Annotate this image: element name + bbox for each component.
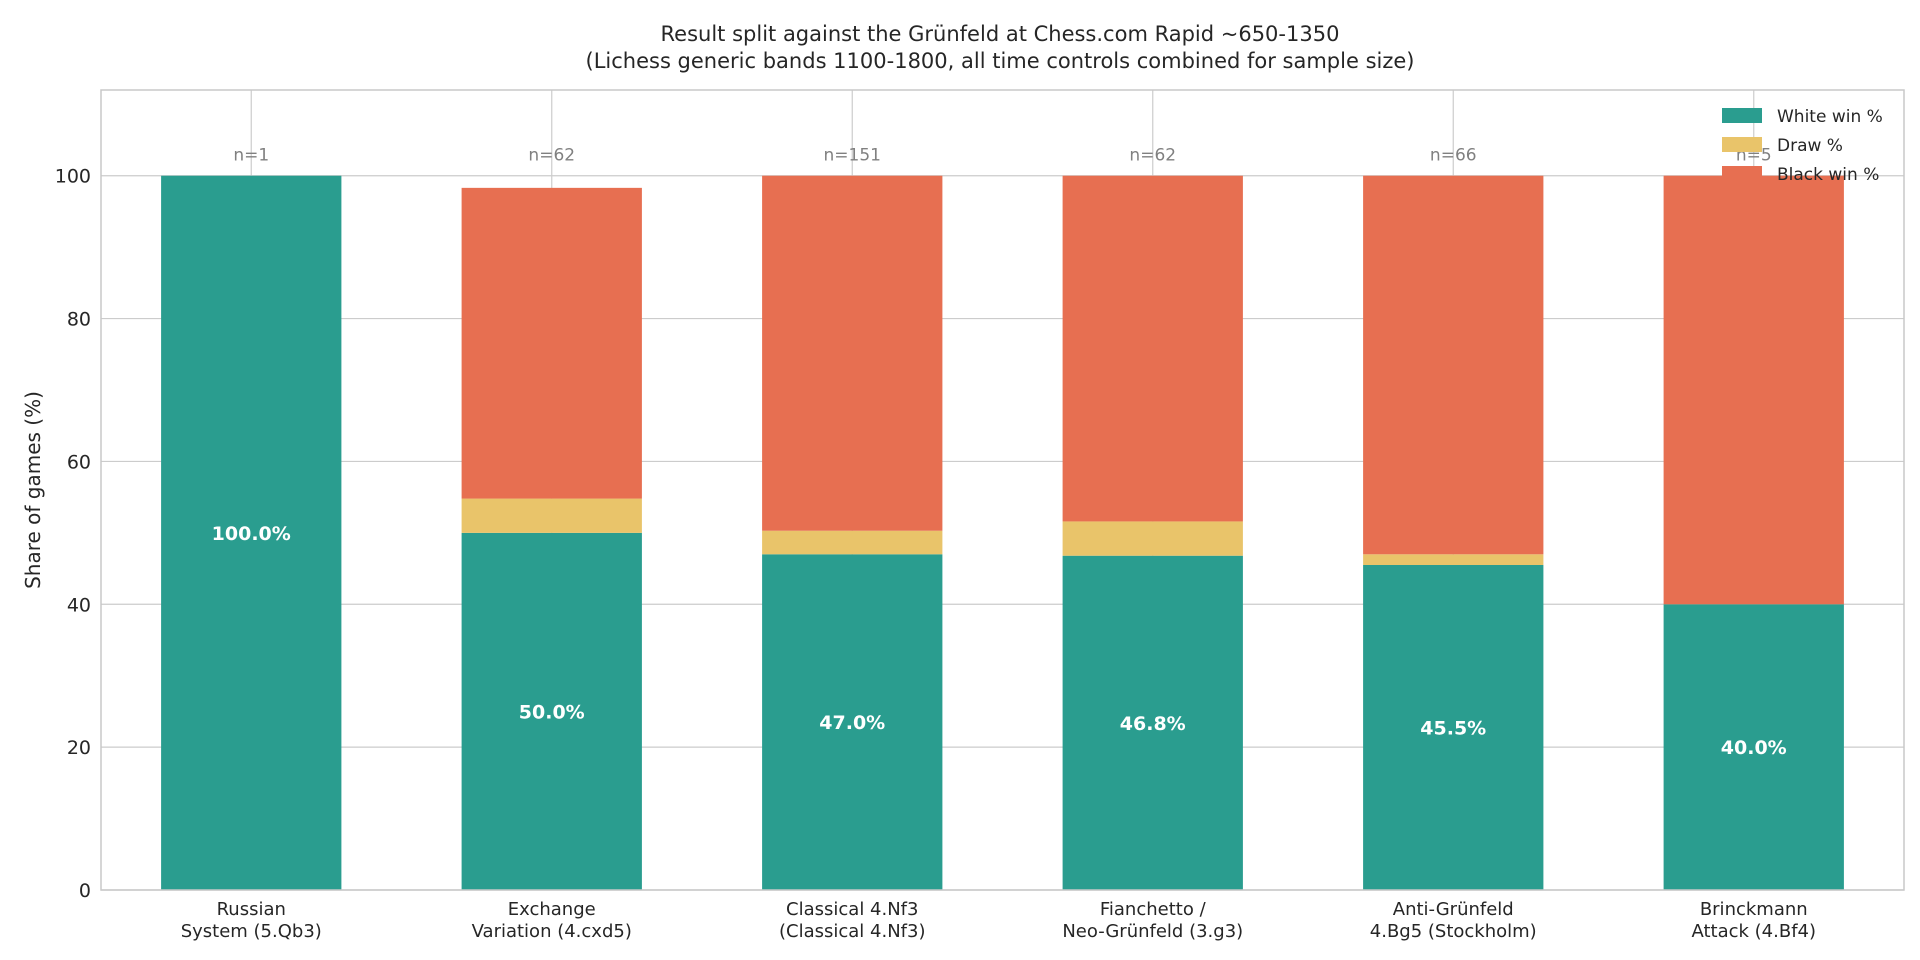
- bars: [161, 175, 1844, 890]
- x-tick-label-line: Fianchetto /: [1100, 899, 1207, 920]
- legend-swatch: [1722, 108, 1762, 123]
- value-label: 46.8%: [1120, 713, 1186, 735]
- x-tick-label-line: Russian: [217, 899, 286, 920]
- bar-segment: [762, 554, 943, 890]
- sample-size-label: n=62: [528, 145, 575, 165]
- y-axis-label: Share of games (%): [21, 391, 45, 589]
- x-tick-label: Exchange Variation (4.cxd5): [472, 899, 632, 942]
- bar-segment: [461, 532, 642, 890]
- sample-size-label: n=62: [1129, 145, 1176, 165]
- sample-size-label: n=151: [824, 145, 881, 165]
- x-tick-label-line: Brinckmann: [1700, 899, 1808, 920]
- value-label: 40.0%: [1721, 737, 1787, 759]
- bar-segment: [1062, 555, 1243, 890]
- grid: [101, 90, 1904, 891]
- bar-segment: [1062, 521, 1243, 556]
- legend: White win % Draw % Black win %: [1722, 107, 1883, 185]
- x-tick-label-line: 4.Bg5 (Stockholm): [1370, 921, 1537, 942]
- x-tick-label-line: Exchange: [508, 899, 596, 920]
- x-tick-label: Fianchetto / Neo-Grünfeld (3.g3): [1062, 899, 1243, 942]
- chart-subtitle: (Lichess generic bands 1100-1800, all ti…: [586, 49, 1415, 73]
- plot-frame: [100, 89, 1905, 891]
- bar-segment: [762, 530, 943, 555]
- x-tick-label: Brinckmann Attack (4.Bf4): [1691, 899, 1816, 942]
- bar-segment: [161, 175, 342, 890]
- bar-segment: [1663, 604, 1844, 890]
- bar-segment: [762, 175, 943, 531]
- bar-segment: [1363, 175, 1544, 555]
- value-label: 45.5%: [1420, 718, 1486, 740]
- y-axis: 0 20 40 60 80 100: [55, 166, 91, 902]
- x-tick-label: Russian System (5.Qb3): [181, 899, 322, 942]
- value-label: 50.0%: [519, 701, 585, 723]
- x-tick-label-line: Attack (4.Bf4): [1691, 921, 1816, 942]
- x-tick-label: Classical 4.Nf3 (Classical 4.Nf3): [779, 899, 925, 942]
- x-tick-label-line: Anti-Grünfeld: [1393, 899, 1514, 920]
- bar-segment: [1062, 175, 1243, 522]
- y-tick-label: 100: [55, 166, 91, 188]
- x-tick-label-line: Classical 4.Nf3: [786, 899, 918, 920]
- sample-size-label: n=1: [233, 145, 269, 165]
- value-label: 47.0%: [819, 712, 885, 734]
- bar-segment: [461, 187, 642, 499]
- y-tick-label: 60: [67, 451, 91, 473]
- y-tick-label: 0: [79, 880, 91, 902]
- y-tick-label: 20: [67, 737, 91, 759]
- legend-entry: Draw %: [1777, 136, 1843, 156]
- legend-swatch: [1722, 166, 1762, 181]
- x-tick-label-line: Neo-Grünfeld (3.g3): [1062, 921, 1243, 942]
- x-tick-label: Anti-Grünfeld 4.Bg5 (Stockholm): [1370, 899, 1537, 942]
- y-tick-label: 80: [67, 309, 91, 331]
- x-axis: Russian System (5.Qb3) Exchange Variation (…: [181, 899, 1816, 942]
- bar-segment: [461, 498, 642, 533]
- legend-entry: Black win %: [1777, 165, 1879, 185]
- y-tick-label: 40: [67, 594, 91, 616]
- x-tick-label-line: (Classical 4.Nf3): [779, 921, 925, 942]
- x-tick-label-line: Variation (4.cxd5): [472, 921, 632, 942]
- bar-segment: [1363, 565, 1544, 890]
- legend-entry: White win %: [1777, 107, 1883, 127]
- x-tick-label-line: System (5.Qb3): [181, 921, 322, 942]
- bar-segment: [1663, 175, 1844, 605]
- value-label: 100.0%: [212, 523, 291, 545]
- sample-size-label: n=66: [1430, 145, 1477, 165]
- legend-swatch: [1722, 137, 1762, 152]
- bar-segment: [1363, 554, 1544, 565]
- chart-title: Result split against the Grünfeld at Che…: [661, 22, 1340, 46]
